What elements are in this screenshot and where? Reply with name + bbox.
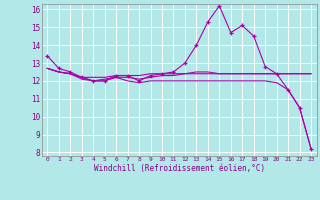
- X-axis label: Windchill (Refroidissement éolien,°C): Windchill (Refroidissement éolien,°C): [94, 164, 265, 173]
